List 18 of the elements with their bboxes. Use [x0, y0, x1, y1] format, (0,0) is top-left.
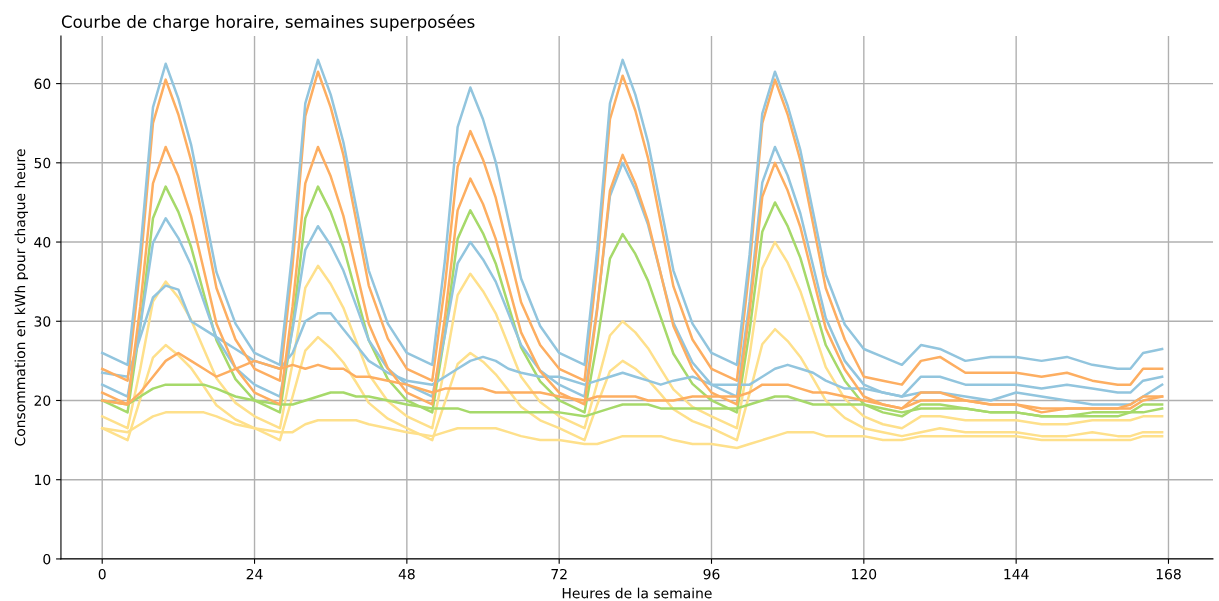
x-tick-label: 120	[852, 568, 877, 580]
x-tick-label: 0	[98, 568, 106, 580]
y-tick-label: 50	[34, 157, 51, 169]
x-tick-label: 48	[398, 568, 415, 580]
chart-title: Courbe de charge horaire, semaines superposées	[61, 14, 475, 32]
y-tick-label: 20	[34, 395, 51, 406]
y-tick-label: 30	[34, 316, 51, 327]
x-axis-title: Heures de la semaine	[562, 587, 712, 599]
x-tick-label: 168	[1156, 568, 1181, 580]
x-tick-label: 144	[1004, 569, 1029, 580]
y-tick-label: 10	[35, 474, 51, 486]
y-axis-title: Consommation en kWh pour chaque heure	[14, 149, 28, 446]
y-tick-label: 40	[34, 237, 51, 248]
y-tick-label: 60	[34, 78, 51, 90]
y-tick-label: 0	[43, 553, 51, 565]
x-tick-label: 72	[551, 568, 567, 580]
x-tick-label: 24	[246, 568, 263, 580]
x-tick-label: 96	[703, 568, 720, 580]
